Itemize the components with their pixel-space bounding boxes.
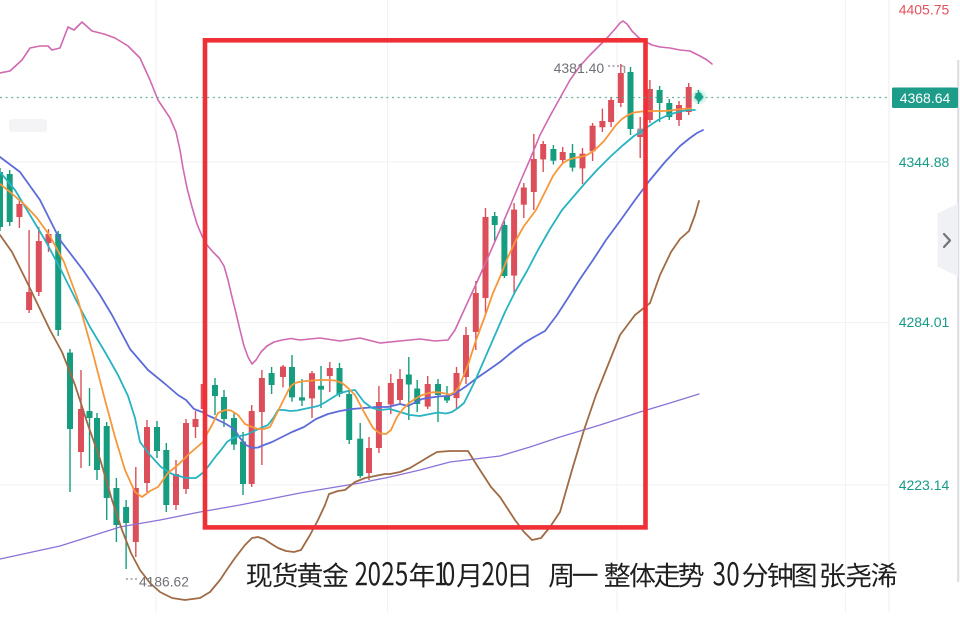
svg-text:4381.40: 4381.40 (554, 60, 605, 76)
svg-text:4223.14: 4223.14 (899, 477, 950, 493)
svg-text:4186.62: 4186.62 (139, 575, 189, 590)
svg-text:4284.01: 4284.01 (899, 314, 950, 330)
svg-text:4344.88: 4344.88 (899, 154, 950, 170)
svg-text:4405.75: 4405.75 (899, 2, 950, 18)
svg-text:4368.64: 4368.64 (900, 90, 951, 106)
